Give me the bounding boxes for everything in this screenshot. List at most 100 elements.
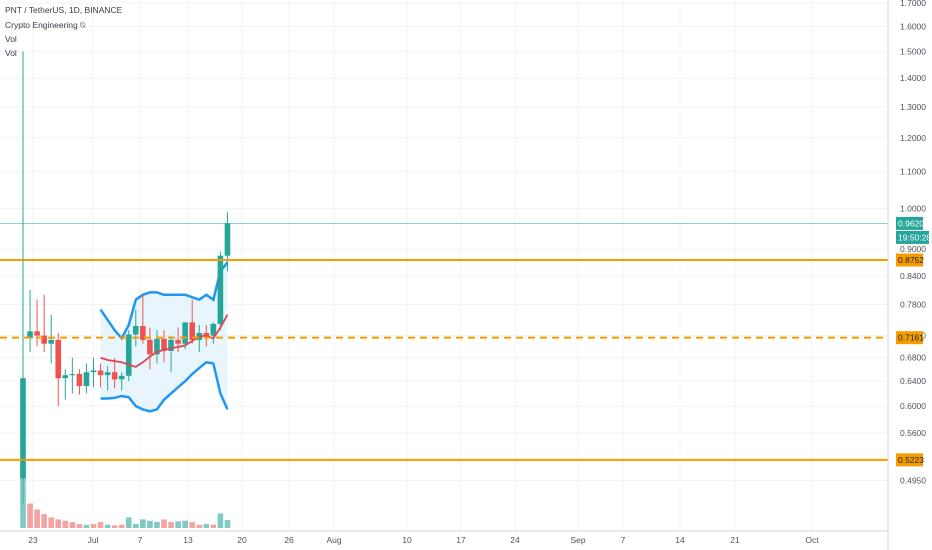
- volume-label-2[interactable]: Vol: [5, 48, 17, 58]
- candle-body: [217, 255, 224, 324]
- volume-bar: [203, 524, 210, 528]
- candle-body: [168, 339, 174, 351]
- date-tick-label: 21: [730, 535, 740, 545]
- level-tag: [896, 331, 923, 345]
- date-tick-label: Sep: [570, 535, 585, 545]
- volume-bar: [189, 522, 195, 528]
- date-tick-label: 14: [675, 535, 685, 545]
- candle-body: [69, 373, 76, 376]
- date-tick-label: 20: [237, 535, 247, 545]
- price-axis[interactable]: 0.49500.56000.60000.64000.68000.72000.78…: [887, 0, 926, 550]
- candle-body: [118, 375, 125, 380]
- price-tick-label: 1.6000: [900, 21, 926, 31]
- price-tick-label: 0.5600: [900, 428, 926, 438]
- level-tag: [896, 253, 923, 267]
- volume-bar: [182, 520, 188, 528]
- price-tick-label: 0.4950: [900, 476, 926, 486]
- volume-bars: [20, 462, 231, 528]
- volume-bar: [196, 524, 203, 528]
- candle-body: [62, 375, 69, 379]
- price-tick-label: 0.7800: [900, 300, 926, 310]
- volume-bar: [97, 522, 104, 528]
- candle-body: [140, 326, 146, 340]
- volume-bar: [34, 509, 40, 528]
- grid-lines: [0, 0, 888, 530]
- date-tick-label: Jul: [88, 535, 99, 545]
- candle-body: [203, 332, 210, 336]
- price-tick-label: 0.9000: [900, 244, 926, 254]
- candle-body: [27, 331, 33, 339]
- candle-body: [147, 339, 153, 355]
- volume-bar: [62, 520, 69, 528]
- price-tick-label: 1.5000: [900, 46, 926, 56]
- price-tick-label: 1.4000: [900, 73, 926, 83]
- volume-bar: [168, 522, 174, 528]
- price-tags: 0.8752 0.7161 0.5223 0.9620 19:50:28: [896, 216, 931, 467]
- date-tick-label: 23: [28, 535, 38, 545]
- date-tick-label: Oct: [805, 535, 819, 545]
- last-price-label: 0.9620: [898, 218, 924, 228]
- level-tag-label: 0.8752: [898, 255, 924, 265]
- candle-body: [111, 372, 118, 380]
- price-levels[interactable]: [0, 55, 888, 504]
- volume-bar: [118, 524, 125, 528]
- candle-body: [125, 334, 132, 376]
- volume-bar: [217, 513, 224, 528]
- candle-body: [189, 322, 195, 340]
- date-tick-label: 13: [183, 535, 193, 545]
- candle-body: [182, 322, 188, 344]
- candle-body: [97, 370, 104, 376]
- candle-body: [175, 339, 181, 344]
- volume-bar: [48, 517, 54, 528]
- volume-bar: [210, 524, 217, 528]
- volume-bar: [133, 524, 139, 528]
- price-tick-label: 1.2000: [900, 133, 926, 143]
- level-tag-label: 0.7161: [898, 333, 924, 343]
- volume-bar: [175, 521, 181, 528]
- date-tick-label: 26: [284, 535, 294, 545]
- volume-bar: [147, 520, 153, 528]
- time-axis[interactable]: 23 Jul 7 13 20 26 Aug 10 17 24 Sep 7 14 21 Oct: [0, 530, 888, 545]
- date-tick-label: Aug: [326, 535, 341, 545]
- date-tick-label: 7: [621, 535, 626, 545]
- price-tick-label: 0.8400: [900, 271, 926, 281]
- volume-bar: [55, 519, 62, 528]
- price-tick-label: 1.7000: [900, 0, 926, 8]
- date-tick-label: 17: [456, 535, 466, 545]
- date-tick-label: 7: [138, 535, 143, 545]
- volume-bar: [90, 524, 97, 528]
- volume-bar: [125, 517, 132, 528]
- countdown-tag: [896, 230, 929, 244]
- band-lower-line: [100, 360, 229, 413]
- level-tag: [896, 453, 923, 467]
- last-price-tag: [896, 216, 923, 230]
- candle-body: [83, 372, 90, 387]
- date-tick-label: 10: [402, 535, 412, 545]
- indicator-label[interactable]: Crypto Engineering ⍉: [5, 20, 86, 30]
- volume-bar: [83, 524, 90, 528]
- candle-body: [154, 338, 160, 355]
- candle-body: [76, 373, 83, 387]
- volume-bar: [224, 520, 231, 528]
- volume-bar: [76, 524, 83, 528]
- price-tick-label: 0.6000: [900, 401, 926, 411]
- symbol-title[interactable]: PNT / TetherUS, 1D, BINANCE: [5, 5, 123, 15]
- price-tick-label: 1.0000: [900, 203, 926, 213]
- candle-body: [104, 372, 111, 376]
- volume-bar: [104, 524, 111, 528]
- volume-bar: [161, 519, 167, 528]
- price-tick-label: 0.6800: [900, 353, 926, 363]
- date-tick-label: 24: [510, 535, 520, 545]
- candle-body: [48, 339, 54, 344]
- candle-body: [161, 338, 167, 351]
- price-tick-label: 0.6400: [900, 376, 926, 386]
- candle-body: [133, 326, 139, 335]
- candle-body: [34, 331, 40, 336]
- level-tag-label: 0.5223: [898, 455, 924, 465]
- volume-bar: [111, 525, 118, 528]
- volume-bar: [154, 522, 160, 528]
- volume-bar: [27, 503, 33, 528]
- volume-label-1[interactable]: Vol: [5, 34, 17, 44]
